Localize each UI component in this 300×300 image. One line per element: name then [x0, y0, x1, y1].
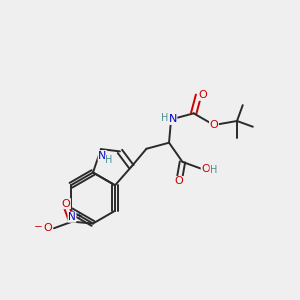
Text: O: O	[201, 164, 210, 174]
Text: O: O	[175, 176, 183, 187]
Text: O: O	[199, 90, 207, 100]
Text: O: O	[210, 120, 218, 130]
Text: H: H	[161, 113, 168, 123]
Text: H: H	[105, 155, 113, 166]
Text: N: N	[68, 212, 76, 222]
Text: N: N	[98, 151, 106, 161]
Text: O: O	[61, 199, 70, 209]
Text: O: O	[43, 223, 52, 233]
Text: H: H	[210, 165, 218, 175]
Text: −: −	[33, 222, 42, 232]
Text: N: N	[168, 114, 177, 124]
Text: +: +	[75, 211, 82, 220]
